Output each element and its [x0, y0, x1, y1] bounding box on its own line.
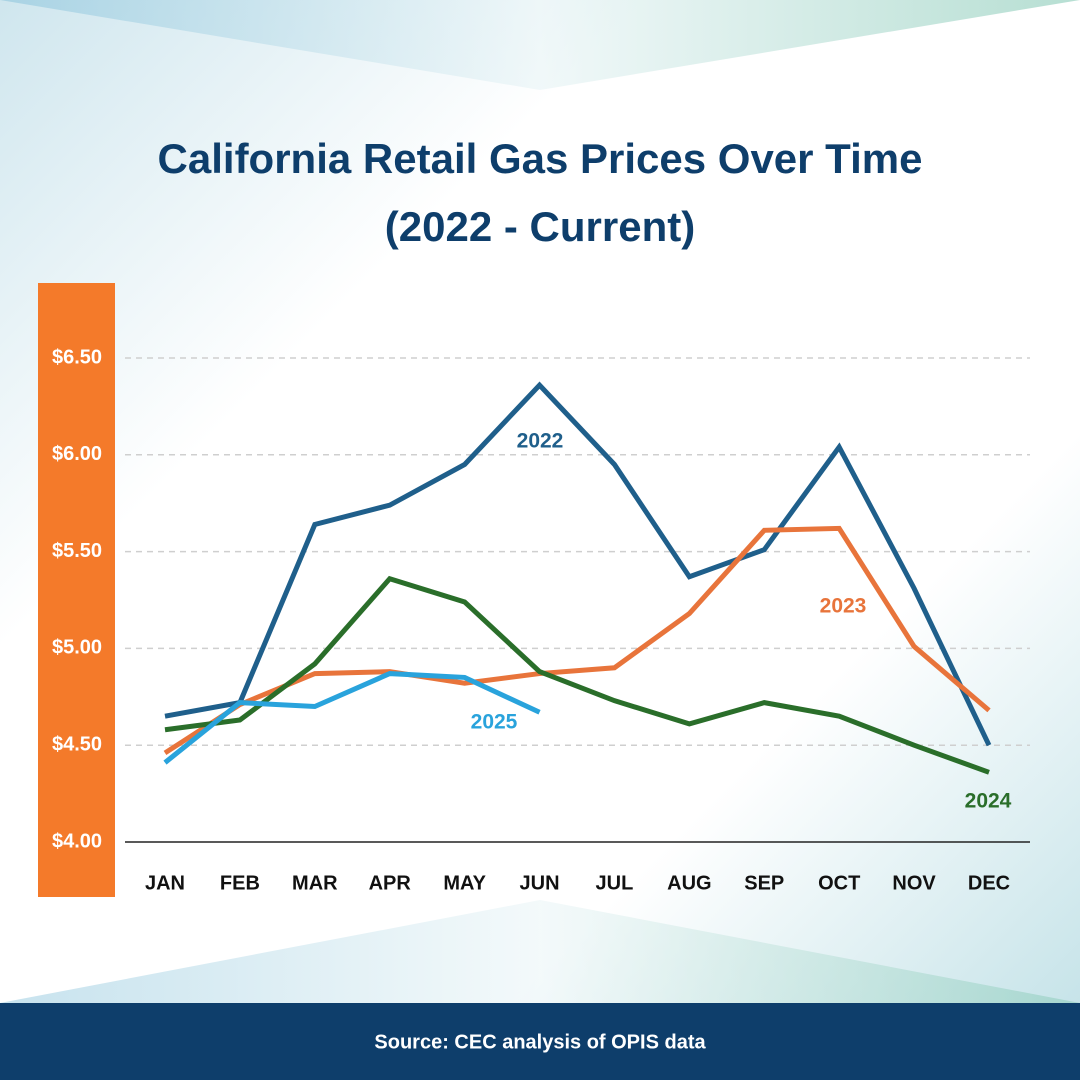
x-tick-label: JUL — [596, 872, 634, 894]
chart-title: California Retail Gas Prices Over Time — [158, 135, 923, 182]
y-tick-label: $5.50 — [52, 540, 102, 562]
x-tick-label: OCT — [818, 872, 860, 894]
y-tick-label: $6.50 — [52, 346, 102, 368]
y-tick-label: $5.00 — [52, 637, 102, 659]
series-label: 2024 — [965, 790, 1012, 813]
y-axis-band — [38, 283, 115, 897]
y-tick-label: $4.50 — [52, 733, 102, 755]
series-line — [164, 575, 990, 775]
x-tick-label: NOV — [892, 872, 936, 894]
x-tick-label: MAY — [443, 872, 486, 894]
x-tick-label: JAN — [145, 872, 185, 894]
background-shape — [0, 900, 1080, 1003]
series-label: 2025 — [471, 711, 518, 734]
x-tick-label: JUN — [520, 872, 560, 894]
background-shape — [0, 0, 1080, 90]
x-tick-label: AUG — [667, 872, 711, 894]
x-tick-label: FEB — [220, 872, 260, 894]
y-tick-label: $4.00 — [52, 830, 102, 852]
footer — [0, 1003, 1080, 1080]
x-tick-label: SEP — [744, 872, 784, 894]
series-line — [163, 525, 991, 756]
chart-subtitle: (2022 - Current) — [385, 203, 695, 250]
y-tick-label: $6.00 — [52, 443, 102, 465]
series-line — [164, 381, 992, 747]
series-label: 2022 — [517, 430, 564, 453]
x-tick-label: MAR — [292, 872, 338, 894]
x-tick-label: APR — [369, 872, 412, 894]
series-line — [163, 671, 541, 765]
x-tick-label: DEC — [968, 872, 1010, 894]
source: Source: CEC analysis of OPIS data — [374, 1031, 706, 1053]
series-label: 2023 — [820, 595, 867, 618]
